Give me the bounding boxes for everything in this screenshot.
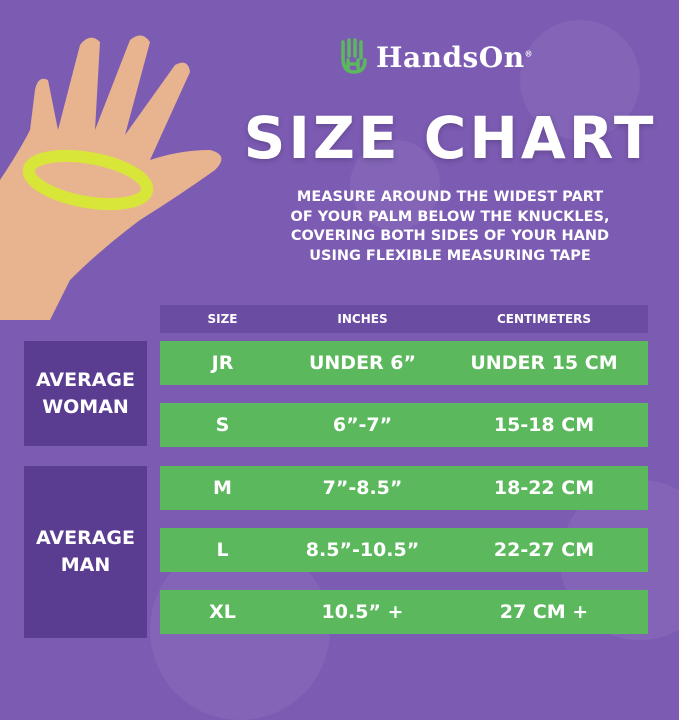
cm-cell: 27 CM + bbox=[499, 601, 589, 623]
table-row: XL 10.5” + 27 CM + bbox=[160, 590, 648, 634]
inches-cell: UNDER 6” bbox=[308, 352, 417, 374]
brand-logo: HandsOn® bbox=[338, 38, 533, 76]
size-cell: L bbox=[216, 539, 229, 561]
table-header: SIZE INCHES CENTIMETERS bbox=[160, 305, 648, 333]
instruction-line: COVERING BOTH SIDES OF YOUR HAND bbox=[290, 228, 610, 244]
header-inches: INCHES bbox=[337, 312, 388, 326]
instruction-line: MEASURE AROUND THE WIDEST PART bbox=[296, 189, 604, 205]
hand-logo-icon bbox=[341, 38, 367, 74]
cm-cell: 22-27 CM bbox=[493, 539, 595, 561]
brand-name: HandsOn® bbox=[376, 40, 534, 74]
group-average-woman: AVERAGE WOMAN bbox=[24, 341, 147, 446]
size-cell: S bbox=[215, 414, 230, 436]
size-cell: JR bbox=[211, 352, 234, 374]
size-cell: M bbox=[213, 477, 232, 499]
table-row: M 7”-8.5” 18-22 CM bbox=[160, 466, 648, 510]
cm-cell: UNDER 15 CM bbox=[470, 352, 618, 374]
table-row: JR UNDER 6” UNDER 15 CM bbox=[160, 341, 648, 385]
inches-cell: 10.5” + bbox=[321, 601, 404, 623]
inches-cell: 6”-7” bbox=[332, 414, 393, 436]
hand-with-measuring-tape-image bbox=[0, 35, 222, 320]
cm-cell: 18-22 CM bbox=[493, 477, 595, 499]
size-cell: XL bbox=[209, 601, 236, 623]
group-average-man: AVERAGE MAN bbox=[24, 466, 147, 638]
instruction-line: USING FLEXIBLE MEASURING TAPE bbox=[309, 247, 591, 264]
table-row: L 8.5”-10.5” 22-27 CM bbox=[160, 528, 648, 572]
header-cm: CENTIMETERS bbox=[496, 312, 592, 326]
table-row: S 6”-7” 15-18 CM bbox=[160, 403, 648, 447]
page-title: SIZE CHART bbox=[243, 104, 657, 172]
measurement-instructions: MEASURE AROUND THE WIDEST PART OF YOUR P… bbox=[250, 188, 650, 266]
inches-cell: 8.5”-10.5” bbox=[305, 539, 420, 561]
cm-cell: 15-18 CM bbox=[493, 414, 595, 436]
instruction-line: OF YOUR PALM BELOW THE KNUCKLES, bbox=[290, 208, 610, 225]
inches-cell: 7”-8.5” bbox=[322, 477, 403, 499]
header-size: SIZE bbox=[207, 312, 238, 326]
